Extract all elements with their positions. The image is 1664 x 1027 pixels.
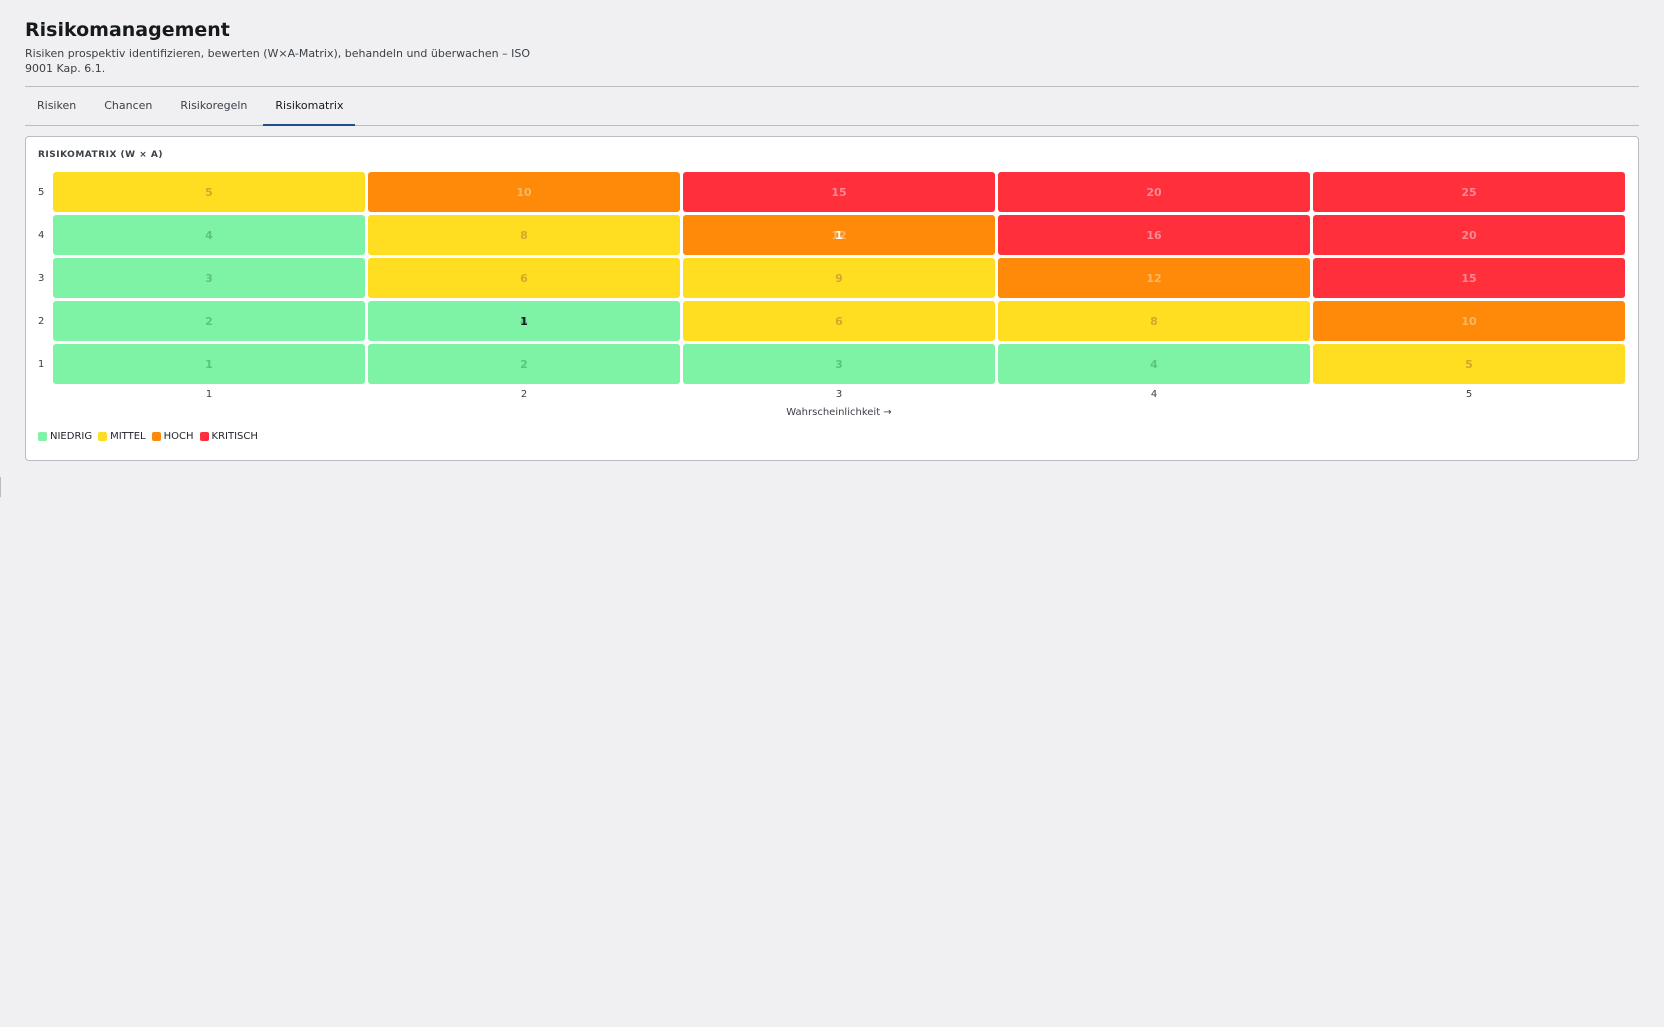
sidebar-edge-handle[interactable] <box>0 477 1 497</box>
matrix-cell[interactable]: 12 1 <box>683 215 995 255</box>
cell-score: 8 <box>520 228 528 242</box>
cell-score: 9 <box>835 271 843 285</box>
risk-matrix-title: RISIKOMATRIX (W × A) <box>38 150 163 160</box>
legend-label: MITTEL <box>110 431 146 442</box>
cell-score: 2 <box>205 314 213 328</box>
y-axis-labels: 5 4 3 2 1 <box>38 172 50 386</box>
matrix-cell[interactable]: 8 <box>368 215 680 255</box>
matrix-cell[interactable]: 15 <box>683 172 995 212</box>
page: Risikomanagement Risiken prospektiv iden… <box>25 18 1639 461</box>
cell-score: 10 <box>516 185 532 199</box>
y-tick-label: 3 <box>38 272 45 284</box>
tab-bar: Risiken Chancen Risikoregeln Risikomatri… <box>25 87 1639 126</box>
matrix-cell[interactable]: 4 <box>53 215 365 255</box>
cell-score: 4 <box>520 314 528 328</box>
cell-risk-count: 1 <box>835 228 843 242</box>
legend-swatch <box>98 432 108 441</box>
risk-matrix-card: RISIKOMATRIX (W × A) 5 4 3 2 1 5 10 15 20 25… <box>25 136 1639 461</box>
legend-swatch <box>151 432 161 441</box>
cell-score: 10 <box>1461 314 1477 328</box>
matrix-cell[interactable]: 2 <box>53 301 365 341</box>
cell-risk-count: 1 <box>520 314 528 328</box>
cell-score: 20 <box>1461 228 1477 242</box>
x-axis-labels: 1 2 3 4 5 <box>53 389 1625 400</box>
x-tick-label: 3 <box>835 389 843 400</box>
risk-matrix-grid: 5 10 15 20 25 4 8 12 1 16 20 3 6 9 12 15 2 4 1 6 8 10 1 2 3 4 5 <box>53 172 1625 386</box>
cell-score: 5 <box>1465 357 1473 371</box>
matrix-cell[interactable]: 16 <box>998 215 1310 255</box>
matrix-cell[interactable]: 6 <box>368 258 680 298</box>
cell-score: 1 <box>205 357 213 371</box>
matrix-cell[interactable]: 10 <box>1313 301 1625 341</box>
matrix-cell[interactable]: 6 <box>683 301 995 341</box>
y-tick-label: 2 <box>38 315 45 327</box>
matrix-cell[interactable]: 5 <box>1313 344 1625 384</box>
matrix-cell[interactable]: 4 <box>998 344 1310 384</box>
tab-risikomatrix[interactable]: Risikomatrix <box>263 87 356 126</box>
x-tick-label: 2 <box>520 389 528 400</box>
legend-swatch <box>38 432 47 441</box>
legend-label: KRITISCH <box>211 431 258 442</box>
cell-score: 3 <box>835 357 843 371</box>
cell-score: 6 <box>520 271 528 285</box>
page-subtitle: Risiken prospektiv identifizieren, bewer… <box>25 47 530 75</box>
cell-score: 5 <box>205 185 213 199</box>
cell-score: 4 <box>1150 357 1158 371</box>
legend-item-niedrig: NIEDRIG <box>38 431 92 442</box>
matrix-cell[interactable]: 15 <box>1313 258 1625 298</box>
matrix-cell[interactable]: 9 <box>683 258 995 298</box>
x-tick-label: 4 <box>1150 389 1158 400</box>
legend-item-mittel: MITTEL <box>98 431 146 442</box>
matrix-cell[interactable]: 3 <box>683 344 995 384</box>
cell-score: 12 <box>831 228 847 242</box>
y-tick-label: 5 <box>38 186 45 198</box>
x-tick-label: 1 <box>205 389 213 400</box>
x-tick-label: 5 <box>1465 389 1473 400</box>
matrix-cell[interactable]: 8 <box>998 301 1310 341</box>
tab-risikoregeln[interactable]: Risikoregeln <box>180 99 248 112</box>
tab-risiken[interactable]: Risiken <box>37 99 77 112</box>
matrix-cell[interactable]: 20 <box>998 172 1310 212</box>
matrix-cell[interactable]: 25 <box>1313 172 1625 212</box>
matrix-cell[interactable]: 20 <box>1313 215 1625 255</box>
cell-score: 25 <box>1461 185 1477 199</box>
cell-score: 20 <box>1146 185 1162 199</box>
cell-score: 15 <box>1461 271 1477 285</box>
tab-chancen[interactable]: Chancen <box>104 99 153 112</box>
cell-score: 6 <box>835 314 843 328</box>
cell-score: 4 <box>205 228 213 242</box>
matrix-cell[interactable]: 1 <box>53 344 365 384</box>
cell-score: 8 <box>1150 314 1158 328</box>
cell-score: 2 <box>520 357 528 371</box>
x-axis-title: Wahrscheinlichkeit → <box>786 407 892 418</box>
matrix-cell[interactable]: 12 <box>998 258 1310 298</box>
matrix-cell[interactable]: 10 <box>368 172 680 212</box>
cell-score: 12 <box>1146 271 1162 285</box>
cell-score: 15 <box>831 185 847 199</box>
matrix-cell[interactable]: 5 <box>53 172 365 212</box>
cell-score: 3 <box>205 271 213 285</box>
legend-label: HOCH <box>163 431 194 442</box>
matrix-cell[interactable]: 2 <box>368 344 680 384</box>
legend-item-hoch: HOCH <box>151 431 194 442</box>
cell-score: 16 <box>1146 228 1162 242</box>
legend-item-kritisch: KRITISCH <box>199 431 258 442</box>
legend-label: NIEDRIG <box>50 431 93 442</box>
y-tick-label: 4 <box>38 229 45 241</box>
y-tick-label: 1 <box>38 358 45 370</box>
header-divider <box>25 86 1639 87</box>
legend: NIEDRIG MITTEL HOCH KRITISCH <box>38 431 264 442</box>
matrix-cell[interactable]: 3 <box>53 258 365 298</box>
page-title: Risikomanagement <box>25 19 230 41</box>
legend-swatch <box>199 432 209 441</box>
